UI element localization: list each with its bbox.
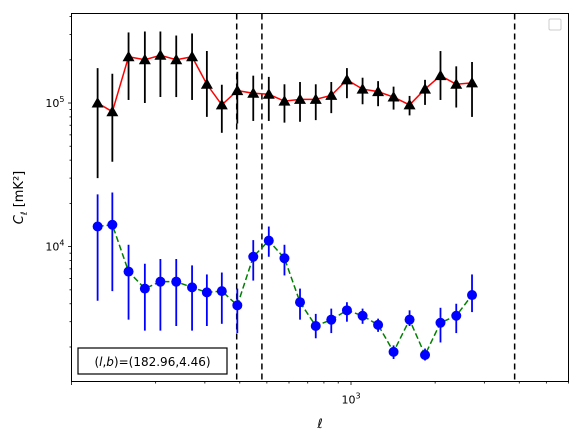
series-1-point (106, 105, 119, 117)
plot-frame (71, 13, 569, 382)
series-2-point (435, 317, 446, 328)
series-1-point (91, 97, 104, 108)
series-2-point (326, 314, 337, 325)
series-1-point (309, 93, 322, 104)
series-1-point (356, 83, 369, 94)
series-2-point (310, 321, 321, 332)
series-2-point (187, 282, 198, 293)
series-2-point (388, 346, 399, 357)
plot-area (91, 13, 516, 382)
series-1-point (200, 78, 213, 89)
series-2-point (404, 314, 415, 325)
series-2-point (171, 276, 182, 287)
axis-ticks: 103 104 105 (45, 16, 569, 407)
series-2-point (155, 276, 166, 287)
series-1-point (419, 83, 432, 94)
series-1-point (215, 98, 228, 110)
series-1-point (450, 78, 463, 89)
series-2-line (97, 223, 473, 357)
series-1-point (231, 84, 244, 96)
series-1-point (154, 49, 167, 60)
series-2-point (92, 221, 103, 232)
series-2-point (216, 286, 227, 297)
series-2-point (201, 287, 212, 298)
legend-box (548, 18, 562, 31)
x-axis-label-text: ℓ (316, 417, 322, 432)
y-axis-label-text: Cℓ [mK²] (12, 171, 30, 224)
series-1-point (466, 76, 479, 88)
series-2-point (263, 235, 274, 246)
series-1-point (170, 53, 183, 65)
series-1-point (340, 73, 353, 85)
series-2-point (107, 219, 118, 230)
series-1-point (247, 87, 260, 98)
series-1-point (122, 50, 135, 62)
y-tick-label: 105 (45, 95, 64, 110)
series-2-point (341, 305, 352, 316)
series-2-point (467, 290, 478, 301)
series-1-point (278, 95, 291, 106)
series-2-point (295, 297, 306, 308)
x-tick-label: 103 (341, 392, 360, 407)
series-2-point (420, 349, 431, 360)
annotation-text: (l,b)=(182.96,4.46) (94, 355, 210, 369)
series-1-point (434, 69, 447, 81)
series-2-point (451, 310, 462, 321)
series-2-point (232, 300, 243, 311)
series-1-point (403, 98, 416, 110)
series-1-point (186, 50, 199, 62)
annotation-box: (l,b)=(182.96,4.46) (77, 347, 228, 375)
series-2-point (123, 266, 134, 277)
series-1-point (387, 91, 400, 102)
series-2-point (279, 253, 290, 264)
y-axis-label: Cℓ [mK²] (12, 171, 30, 224)
series-2-point (248, 251, 259, 262)
series-1-point (372, 85, 385, 97)
series-1-point (325, 89, 338, 100)
series-2-point (373, 319, 384, 330)
y-tick-label: 104 (45, 239, 64, 254)
series-2-point (357, 310, 368, 321)
series-1-point (262, 88, 275, 99)
x-axis-label: ℓ (316, 417, 322, 432)
series-2-point (139, 283, 150, 294)
series-1-point (294, 93, 307, 104)
series-1-point (138, 53, 151, 65)
